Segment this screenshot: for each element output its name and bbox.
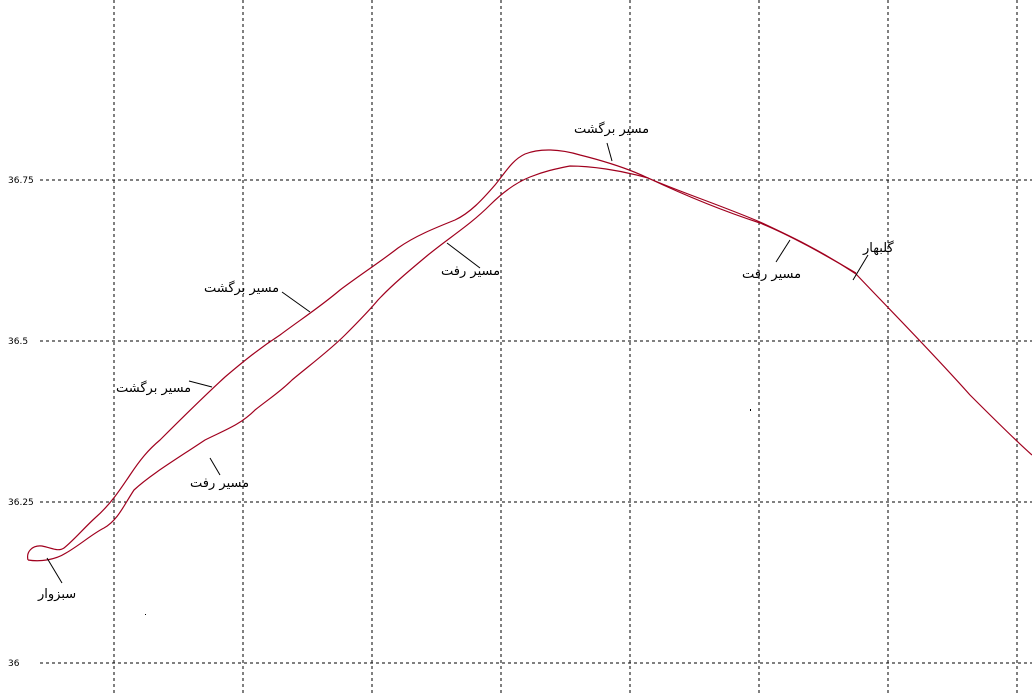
y-tick-label: 36.75 (8, 176, 34, 186)
y-axis-labels: 36.75 36.5 36.25 36 (8, 176, 34, 669)
leader-return-2 (281, 291, 311, 313)
leader-return-3 (606, 142, 613, 162)
leader-outbound-2 (446, 242, 481, 269)
map-dot (145, 614, 146, 615)
y-tick-label: 36 (8, 659, 20, 669)
leader-end-city (852, 254, 869, 281)
stray-dots (145, 409, 751, 615)
map-dot (750, 409, 751, 411)
leader-lines (46, 142, 869, 584)
leader-outbound-3 (775, 239, 791, 263)
label-outbound-2: مسیر رفت (441, 264, 500, 279)
y-tick-label: 36.5 (8, 337, 28, 347)
route-return (27, 149, 857, 561)
leader-start-city (46, 557, 63, 584)
vertical-gridlines (113, 0, 1018, 693)
label-return-3: مسیر برگشت (574, 121, 649, 137)
start-city-label: سبزوار (37, 587, 76, 602)
route-labels: سبزوار مسیر برگشت مسیر رفت مسیر برگشت مس… (37, 121, 894, 602)
label-outbound-3: مسیر رفت (742, 267, 801, 282)
label-return-1: مسیر برگشت (116, 380, 191, 396)
leader-return-1 (188, 380, 213, 388)
label-return-2: مسیر برگشت (204, 280, 279, 296)
label-outbound-1: مسیر رفت (190, 476, 249, 491)
end-city-label: گلبهار (862, 240, 894, 256)
leader-outbound-1 (209, 457, 221, 476)
y-tick-label: 36.25 (8, 498, 34, 508)
